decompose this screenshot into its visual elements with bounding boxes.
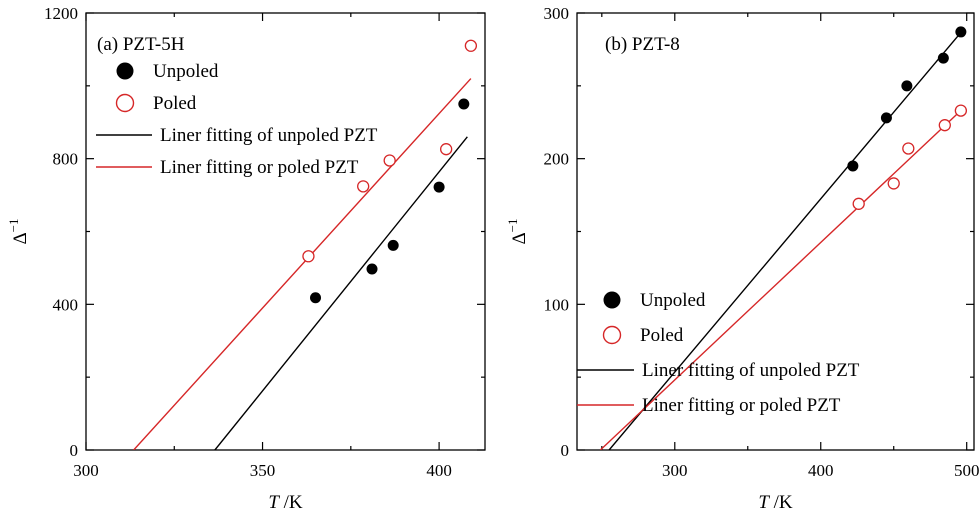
point-unpoled [433, 181, 445, 193]
x-tick-label: 300 [73, 461, 99, 480]
point-unpoled [387, 239, 399, 251]
legend-label: Unpoled [640, 290, 706, 311]
y-axis-title-base: Δ [509, 232, 530, 244]
x-tick-label: 500 [954, 461, 979, 480]
x-axis-title: T /K [268, 492, 303, 513]
y-tick-label: 100 [544, 295, 570, 314]
panel-b: 300 400 500 0 100 200 300 T /K Δ−1 (b) PZT-8 Unpol… [505, 4, 979, 513]
legend-marker-filled [603, 291, 621, 309]
y-axis-title-sup: −1 [505, 218, 520, 232]
fit-line-unpoled [214, 136, 468, 450]
y-tick-label: 300 [544, 4, 570, 23]
point-poled [938, 119, 951, 132]
data-layer [133, 39, 478, 450]
y-tick-label: 1200 [44, 4, 78, 23]
point-unpoled [880, 112, 892, 124]
x-axis-title-symbol: T [758, 492, 770, 513]
panel-label: (a) PZT-5H [97, 34, 185, 55]
point-unpoled [955, 26, 967, 38]
x-axis-title-unit: /K [279, 492, 303, 513]
x-axis-title-symbol: T [268, 492, 280, 513]
point-unpoled [901, 80, 913, 92]
x-axis-title-unit: /K [769, 492, 793, 513]
y-axis-title: Δ−1 [505, 218, 530, 244]
legend: Unpoled Poled Liner fitting of unpoled PZT… [577, 290, 860, 416]
legend-label: Liner fitting or poled PZT [642, 395, 841, 416]
point-unpoled [310, 292, 322, 304]
point-poled [852, 197, 865, 210]
y-tick-label: 0 [561, 441, 570, 460]
point-poled [302, 250, 315, 263]
legend-label: Liner fitting of unpoled PZT [642, 360, 860, 381]
legend: Unpoled Poled Liner fitting of unpoled PZT… [96, 61, 378, 178]
point-poled [954, 104, 968, 117]
y-tick-label: 0 [70, 441, 79, 460]
point-poled [383, 154, 396, 167]
point-unpoled [937, 52, 949, 64]
legend-marker-filled [116, 62, 134, 80]
x-tick-label: 400 [808, 461, 834, 480]
point-poled [440, 143, 453, 156]
data-layer [599, 26, 968, 450]
panel-label: (b) PZT-8 [605, 34, 680, 55]
x-tick-label: 400 [426, 461, 452, 480]
x-axis-title: T /K [758, 492, 793, 513]
y-tick-label: 400 [53, 295, 79, 314]
point-poled [887, 177, 900, 190]
fit-line-poled [599, 108, 963, 450]
legend-marker-open [115, 93, 135, 113]
point-unpoled [366, 263, 378, 275]
point-unpoled [458, 98, 470, 110]
point-poled [464, 39, 478, 52]
legend-label: Liner fitting or poled PZT [160, 157, 359, 178]
point-poled [357, 180, 370, 193]
y-tick-label: 800 [53, 150, 79, 169]
legend-label: Liner fitting of unpoled PZT [160, 125, 378, 146]
point-unpoled [847, 160, 859, 172]
fit-line-poled [133, 78, 472, 450]
panel-a: 300 350 400 0 400 800 1200 T /K Δ−1 (a) PZT-5H Unp… [6, 4, 486, 513]
x-tick-label: 350 [250, 461, 276, 480]
y-axis-title-sup: −1 [6, 218, 21, 232]
legend-label: Poled [153, 93, 197, 114]
legend-label: Unpoled [153, 61, 219, 82]
x-tick-label: 300 [662, 461, 688, 480]
point-poled [902, 142, 915, 155]
y-tick-label: 200 [544, 150, 570, 169]
fit-line-unpoled [608, 28, 965, 450]
legend-marker-open [602, 325, 622, 345]
y-axis-title: Δ−1 [6, 218, 31, 244]
legend-label: Poled [640, 325, 684, 346]
y-axis-title-base: Δ [10, 232, 31, 244]
